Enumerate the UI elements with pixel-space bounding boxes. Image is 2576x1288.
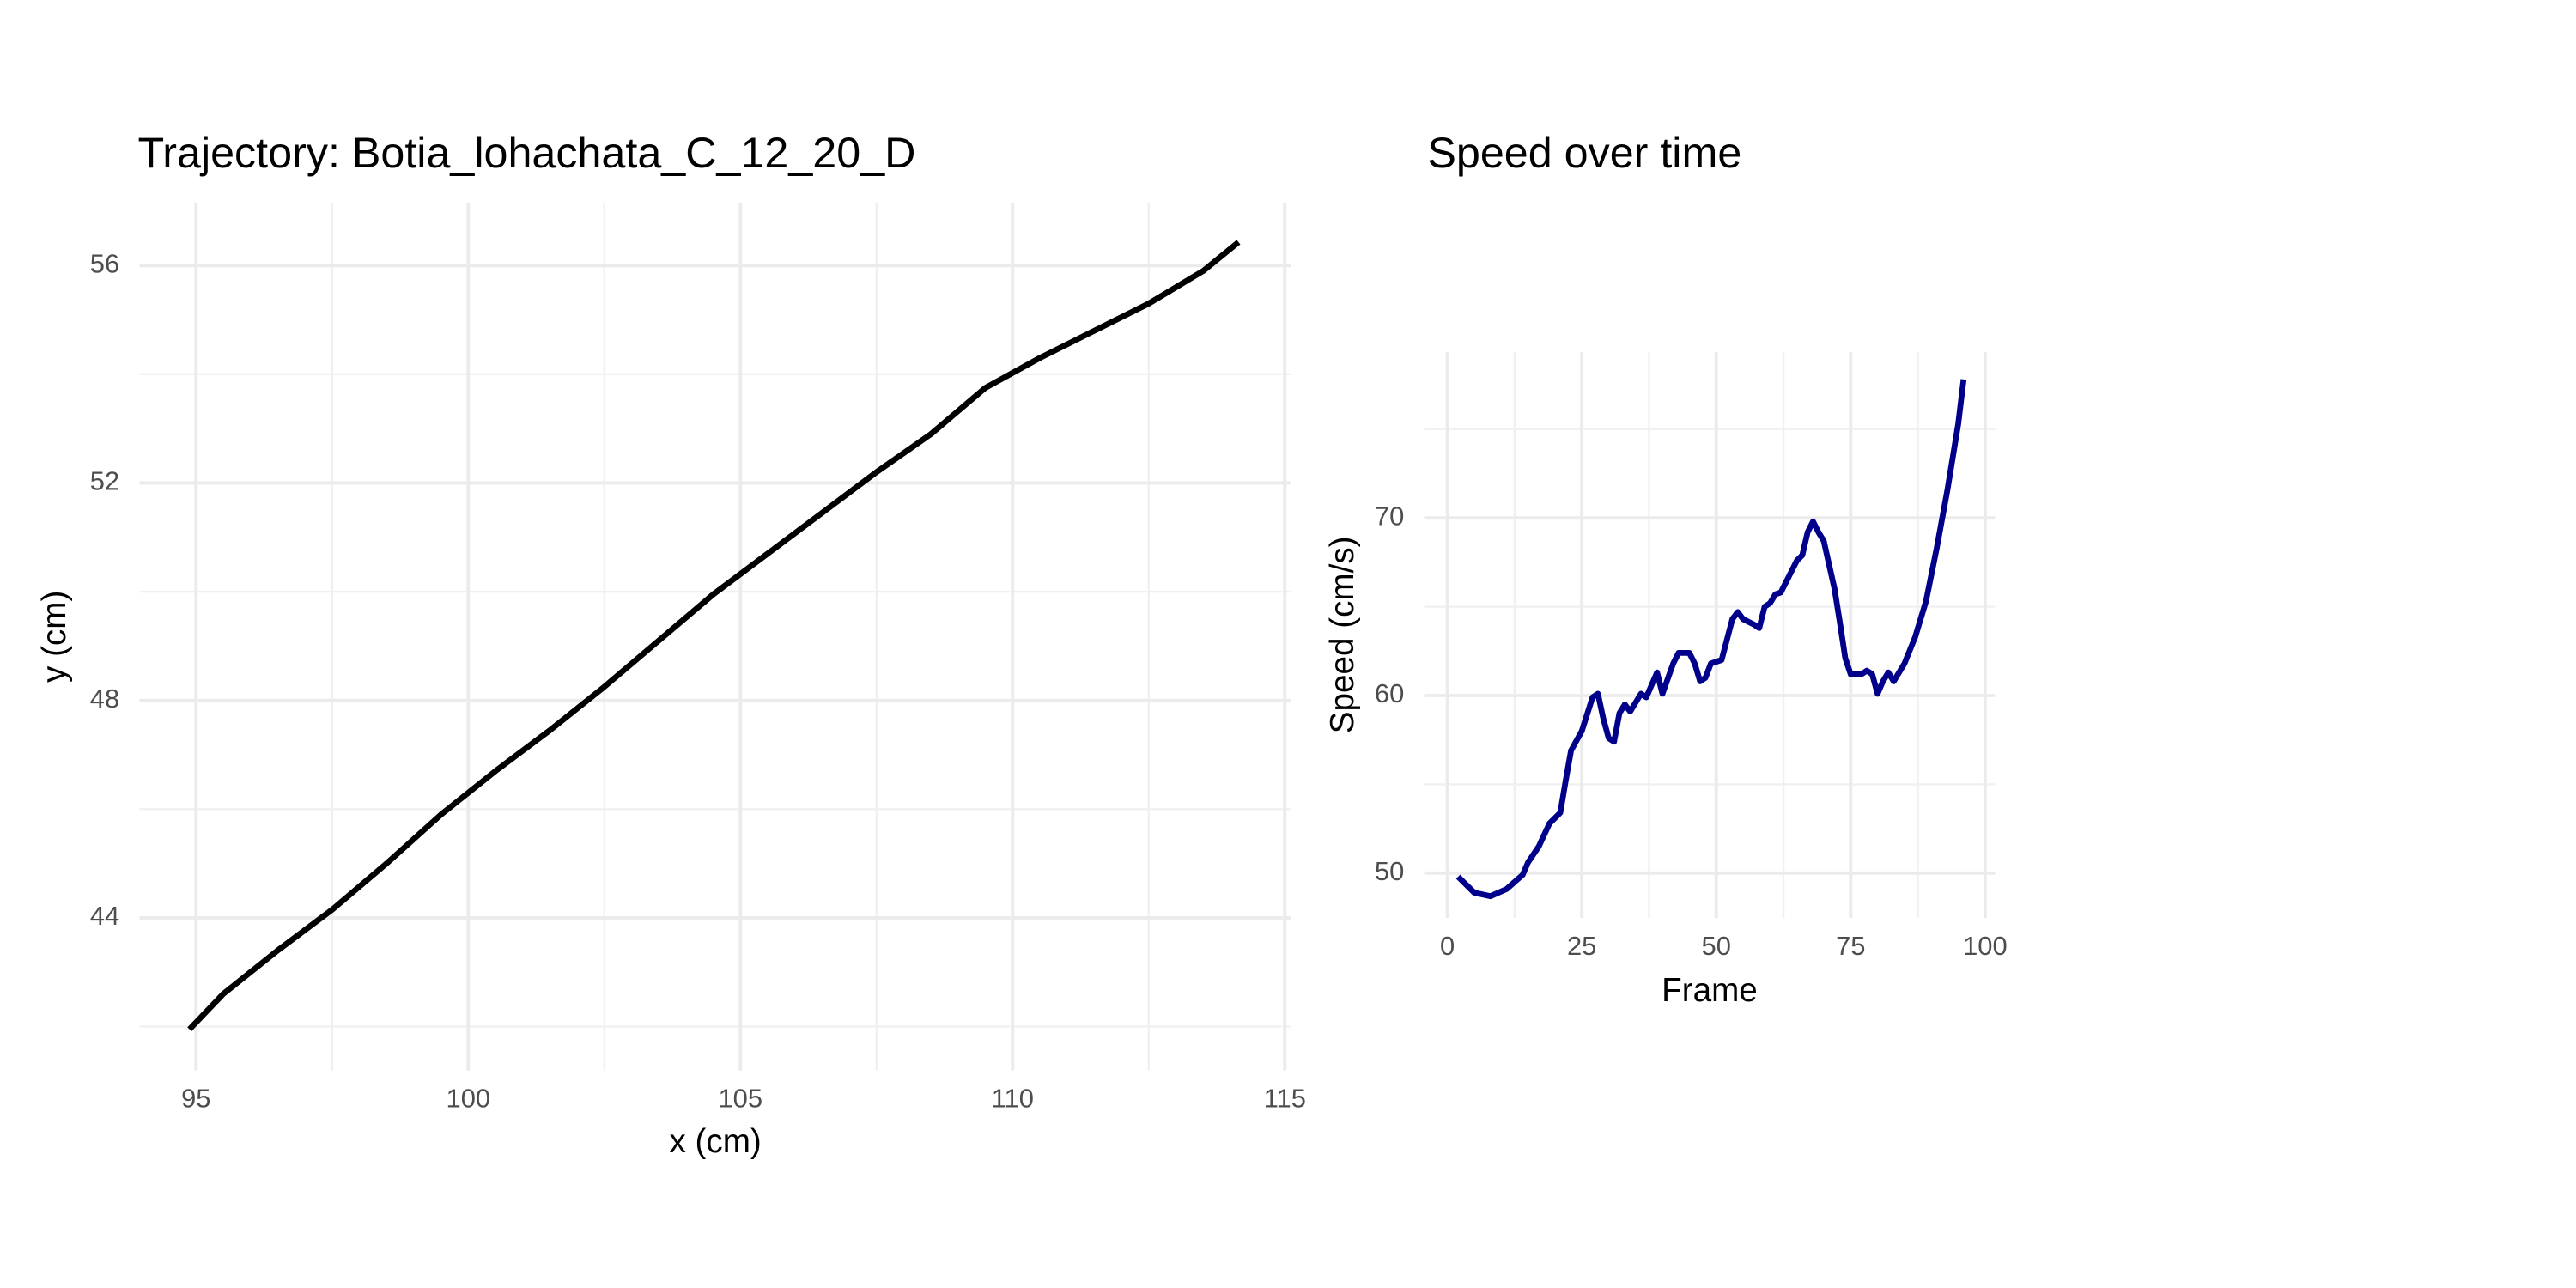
x-tick-label: 115 [1264,1084,1306,1114]
x-tick-label: 100 [1963,931,2008,961]
y-tick-label: 50 [1375,856,1404,886]
y-axis-label: Speed (cm/s) [1324,536,1361,733]
y-axis-label: y (cm) [36,591,73,683]
x-tick-label: 100 [447,1084,491,1114]
x-tick-label: 105 [718,1084,762,1114]
x-tick-label: 50 [1702,931,1731,961]
y-tick-label: 48 [90,683,119,714]
chart-title: Speed over time [1427,129,1741,177]
x-tick-label: 110 [992,1084,1034,1114]
x-axis-label: x (cm) [669,1123,761,1160]
x-tick-label: 75 [1836,931,1865,961]
data-line [187,240,1241,1032]
y-tick-label: 44 [90,901,119,931]
x-tick-label: 95 [181,1084,210,1114]
x-axis-label: Frame [1662,972,1758,1009]
y-tick-label: 60 [1375,678,1404,708]
y-tick-label: 56 [90,248,119,278]
x-tick-label: 25 [1567,931,1596,961]
x-tick-label: 0 [1440,931,1455,961]
data-line [1455,379,1967,900]
y-tick-label: 70 [1375,501,1404,531]
chart-title: Trajectory: Botia_lohachata_C_12_20_D [137,129,915,177]
y-tick-label: 52 [90,466,119,496]
